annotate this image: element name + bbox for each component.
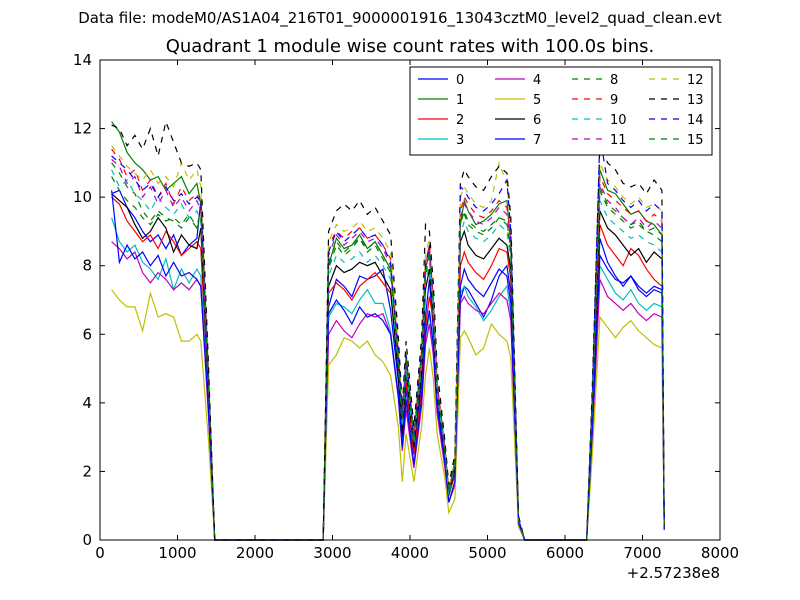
legend-label-10: 10: [610, 113, 627, 128]
legend-label-13: 13: [687, 93, 704, 108]
legend-label-4: 4: [533, 73, 541, 88]
legend-label-3: 3: [456, 133, 464, 148]
series-line-1: [111, 121, 665, 541]
x-tick-label: 5000: [468, 544, 506, 562]
legend-label-6: 6: [533, 113, 541, 128]
x-tick-label: 7000: [623, 544, 661, 562]
legend-label-2: 2: [456, 113, 464, 128]
y-tick-label: 14: [73, 51, 92, 69]
x-tick-label: 0: [95, 544, 105, 562]
x-tick-label: 4000: [391, 544, 429, 562]
legend-label-11: 11: [610, 133, 627, 148]
y-tick-label: 4: [82, 394, 92, 412]
legend-label-12: 12: [687, 73, 704, 88]
x-offset-label: +2.57238e8: [627, 564, 720, 582]
legend-label-9: 9: [610, 93, 618, 108]
legend-label-1: 1: [456, 93, 464, 108]
y-tick-label: 12: [73, 120, 92, 138]
series-line-12: [111, 145, 665, 541]
legend-label-7: 7: [533, 133, 541, 148]
x-tick-label: 1000: [158, 544, 196, 562]
x-tick-label: 8000: [701, 544, 739, 562]
series-line-15: [111, 176, 665, 541]
figure-suptitle: Data file: modeM0/AS1A04_216T01_90000019…: [78, 9, 722, 27]
y-tick-label: 10: [73, 188, 92, 206]
chart-title: Quadrant 1 module wise count rates with …: [165, 36, 655, 57]
series-line-5: [111, 289, 665, 541]
series-layer: [111, 119, 665, 541]
series-line-0: [111, 189, 665, 541]
series-line-7: [111, 190, 665, 541]
series-line-13: [111, 119, 665, 541]
series-line-9: [111, 148, 665, 541]
y-tick-label: 6: [82, 325, 92, 343]
series-line-14: [111, 135, 665, 541]
legend-label-8: 8: [610, 73, 618, 88]
y-tick-label: 2: [82, 462, 92, 480]
y-tick-label: 0: [82, 531, 92, 549]
x-tick-label: 2000: [236, 544, 274, 562]
series-line-3: [111, 217, 665, 541]
series-line-11: [111, 158, 665, 541]
series-line-4: [111, 241, 665, 541]
legend-label-14: 14: [687, 113, 704, 128]
legend-label-5: 5: [533, 93, 541, 108]
x-tick-label: 3000: [313, 544, 351, 562]
y-tick-label: 8: [82, 257, 92, 275]
series-line-8: [111, 162, 665, 541]
x-tick-label: 6000: [546, 544, 584, 562]
legend-label-15: 15: [687, 133, 704, 148]
ticks-layer: 0 1000 2000 3000 4000 5000 6000 7000 80000246810…: [73, 51, 739, 582]
series-line-2: [111, 196, 665, 541]
legend-label-0: 0: [456, 73, 464, 88]
series-line-6: [111, 193, 665, 541]
legend-frame: [409, 66, 713, 156]
